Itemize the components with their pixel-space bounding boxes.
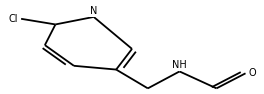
Text: N: N	[90, 6, 97, 16]
Text: NH: NH	[172, 61, 187, 70]
Text: Cl: Cl	[9, 14, 18, 24]
Text: O: O	[248, 68, 256, 78]
